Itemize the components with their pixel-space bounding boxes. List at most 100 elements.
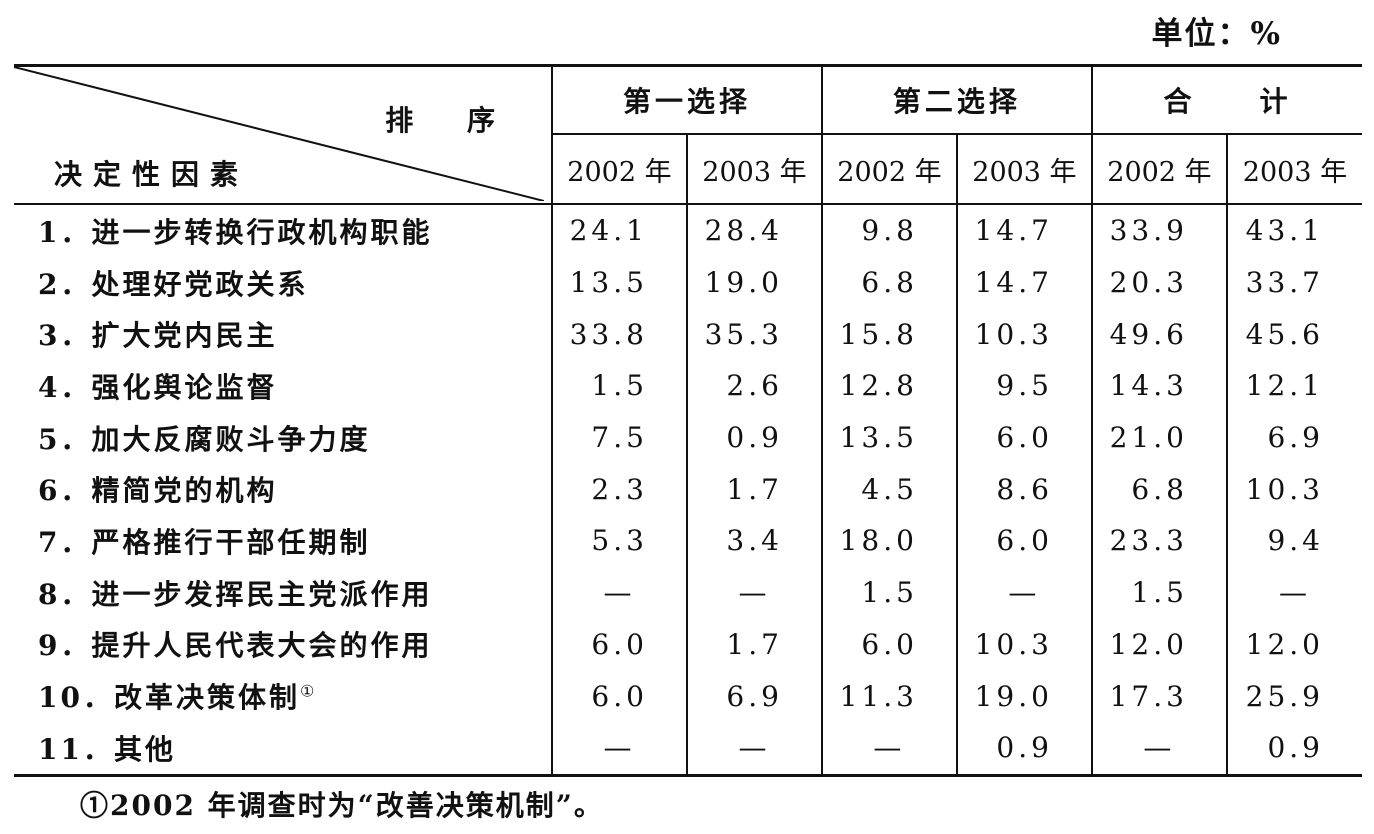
year-header: 2003 年: [685, 134, 822, 205]
table-cell: —: [685, 566, 822, 619]
table-cell: 49.6: [1090, 308, 1227, 361]
table-cell: 10.3: [955, 618, 1092, 671]
table-cell: 24.1: [550, 204, 687, 257]
row-label-text: 6．精简党的机构: [38, 474, 278, 508]
table-row: 10．改革决策体制① 6.0 6.9 11.3 19.0 17.3 25.9: [14, 670, 1362, 722]
data-table: 排 序 决定性因素 第一选择 第二选择 合 计 2002 年 2003 年 20…: [14, 64, 1362, 777]
table-cell: 6.9: [685, 670, 822, 722]
row-label: 11．其他: [14, 722, 552, 775]
row-label-text: 7．严格推行干部任期制: [38, 525, 371, 559]
row-label: 10．改革决策体制①: [14, 670, 552, 722]
row-label-text: 10．改革决策体制: [38, 681, 300, 715]
table-cell: 45.6: [1225, 308, 1362, 361]
group-header-first-choice: 第一选择: [550, 65, 822, 135]
table-cell: 1.5: [1090, 566, 1227, 619]
table-cell: 33.7: [1225, 256, 1362, 309]
row-label: 2．处理好党政关系: [14, 257, 552, 309]
table-cell: 14.7: [955, 204, 1092, 257]
year-header: 2002 年: [550, 134, 687, 205]
table-cell: 6.8: [820, 256, 957, 309]
table-cell: 6.0: [955, 515, 1092, 567]
table-body: 1．进一步转换行政机构职能 24.1 28.4 9.8 14.7 33.9 43.1 2．处理…: [14, 204, 1362, 776]
table-row: 1．进一步转换行政机构职能 24.1 28.4 9.8 14.7 33.9 43.1: [14, 204, 1362, 257]
table-cell: 33.9: [1090, 204, 1227, 257]
table-cell: 43.1: [1225, 204, 1362, 257]
year-header: 2003 年: [1225, 134, 1362, 205]
table-row: 3．扩大党内民主 33.8 35.3 15.8 10.3 49.6 45.6: [14, 308, 1362, 361]
row-label: 1．进一步转换行政机构职能: [14, 204, 552, 257]
table-cell: 14.7: [955, 256, 1092, 309]
table-cell: 13.5: [820, 411, 957, 464]
table-cell: 6.0: [955, 411, 1092, 464]
year-header: 2002 年: [1090, 134, 1227, 205]
table-cell: 2.6: [685, 360, 822, 412]
table-cell: 10.3: [955, 308, 1092, 361]
table-row: 6．精简党的机构 2.3 1.7 4.5 8.6 6.8 10.3: [14, 463, 1362, 516]
table-cell: 23.3: [1090, 515, 1227, 567]
row-label-text: 2．处理好党政关系: [38, 267, 309, 301]
table-cell: 5.3: [550, 515, 687, 567]
table-row: 8．进一步发挥民主党派作用 — —1.5—1.5—: [14, 566, 1362, 619]
row-label-text: 9．提升人民代表大会的作用: [38, 629, 433, 663]
row-label-text: 8．进一步发挥民主党派作用: [38, 577, 433, 611]
table-cell: 1.5: [550, 360, 687, 412]
table-cell: 17.3: [1090, 670, 1227, 722]
table-cell: 6.0: [820, 618, 957, 671]
table-cell: 15.8: [820, 308, 957, 361]
table-cell: —: [550, 566, 687, 619]
table-cell: 18.0: [820, 515, 957, 567]
table-cell: 4.5: [820, 463, 957, 516]
row-label-text: 11．其他: [38, 732, 176, 766]
table-cell: —: [1090, 721, 1227, 776]
table-cell: 0.9: [1225, 721, 1362, 776]
table-cell: 6.9: [1225, 411, 1362, 464]
row-label: 8．进一步发挥民主党派作用: [14, 567, 552, 619]
table-cell: 10.3: [1225, 463, 1362, 516]
table-cell: 6.8: [1090, 463, 1227, 516]
year-header: 2002 年: [820, 134, 957, 205]
table-cell: 12.0: [1225, 618, 1362, 671]
table-cell: 25.9: [1225, 670, 1362, 722]
table-cell: 35.3: [685, 308, 822, 361]
table-cell: 9.4: [1225, 515, 1362, 567]
table-cell: 6.0: [550, 618, 687, 671]
table-cell: 21.0: [1090, 411, 1227, 464]
diagonal-header-cell: 排 序 决定性因素: [14, 65, 552, 205]
table-cell: 11.3: [820, 670, 957, 722]
year-header: 2003 年: [955, 134, 1092, 205]
table-cell: —: [685, 721, 822, 776]
footnote-marker: ①: [299, 681, 315, 701]
row-label: 9．提升人民代表大会的作用: [14, 619, 552, 671]
row-label-text: 4．强化舆论监督: [38, 370, 278, 404]
footnote: ①2002 年调查时为“改善决策机制”。: [80, 789, 604, 822]
table-cell: —: [955, 566, 1092, 619]
table-cell: 6.0: [550, 670, 687, 722]
table-cell: 28.4: [685, 204, 822, 257]
table-cell: 1.7: [685, 463, 822, 516]
table-cell: 12.1: [1225, 360, 1362, 412]
group-header-second-choice: 第二选择: [820, 65, 1092, 135]
table-cell: 0.9: [685, 411, 822, 464]
table-cell: 1.5: [820, 566, 957, 619]
row-label-text: 5．加大反腐败斗争力度: [38, 422, 371, 456]
table-row: 5．加大反腐败斗争力度 7.5 0.9 13.5 6.0 21.0 6.9: [14, 411, 1362, 464]
table-cell: 9.8: [820, 204, 957, 257]
table-cell: 14.3: [1090, 360, 1227, 412]
table-cell: 7.5: [550, 411, 687, 464]
group-header-total: 合 计: [1090, 65, 1362, 135]
row-label: 4．强化舆论监督: [14, 360, 552, 412]
factor-label: 决定性因素: [54, 158, 250, 191]
table-row: 4．强化舆论监督 1.5 2.6 12.8 9.5 14.3 12.1: [14, 360, 1362, 412]
table-row: 2．处理好党政关系 13.5 19.0 6.8 14.7 20.3 33.7: [14, 256, 1362, 309]
table-cell: 3.4: [685, 515, 822, 567]
table-row: 11．其他 — — —0.9—0.9: [14, 721, 1362, 776]
table-cell: 20.3: [1090, 256, 1227, 309]
table-cell: 1.7: [685, 618, 822, 671]
diagonal-line: [14, 67, 544, 201]
row-label-text: 3．扩大党内民主: [38, 319, 278, 353]
table-cell: 0.9: [955, 721, 1092, 776]
row-label: 5．加大反腐败斗争力度: [14, 412, 552, 464]
table-cell: 8.6: [955, 463, 1092, 516]
table-cell: 33.8: [550, 308, 687, 361]
row-label: 7．严格推行干部任期制: [14, 515, 552, 567]
